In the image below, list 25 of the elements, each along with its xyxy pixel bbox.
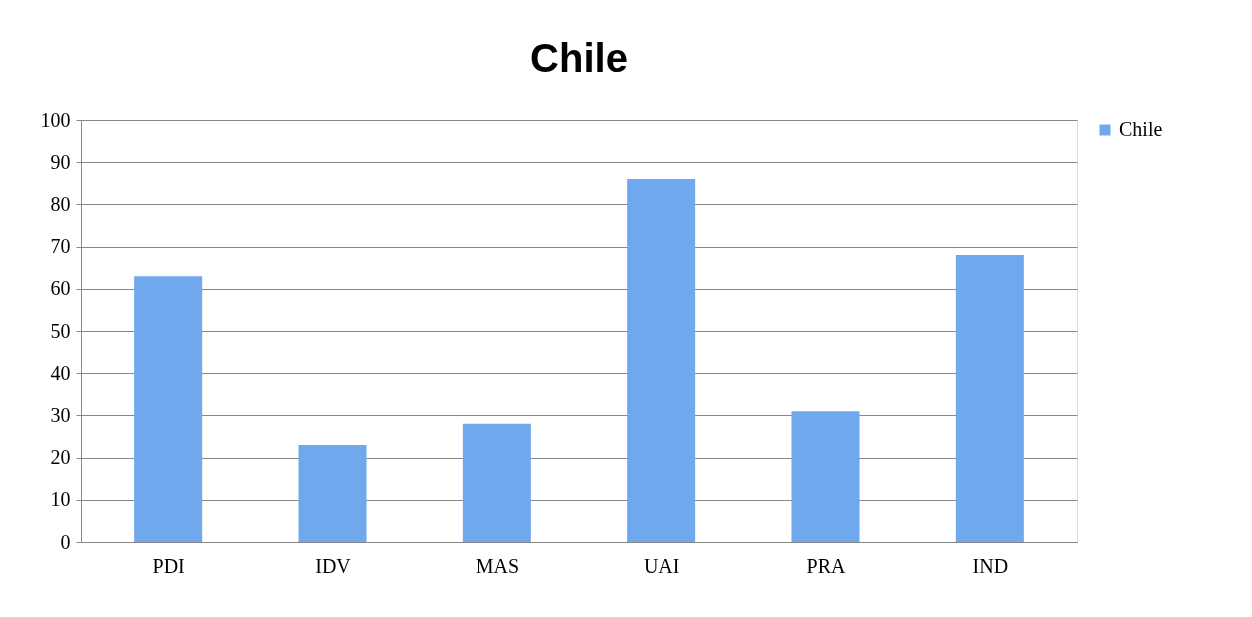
bar [298,444,367,542]
x-tick-label: UAI [643,554,680,577]
bar [134,276,203,542]
y-tick-label: 50 [50,319,71,342]
x-tick-label: PRA [806,554,847,577]
bar [627,179,696,542]
y-tick-label: 20 [50,446,71,469]
x-tick-label: IDV [315,554,352,577]
y-tick-label: 0 [60,530,71,553]
chart-title: Chile [530,36,628,80]
y-tick-label: 90 [50,150,71,173]
bar [462,423,531,542]
x-tick-label: MAS [475,554,520,577]
y-tick-label: 30 [50,403,71,426]
bar [791,411,860,542]
y-tick-label: 70 [50,235,71,258]
y-tick-label: 10 [50,488,71,511]
bar [955,255,1024,542]
y-tick-label: 40 [50,361,71,384]
x-tick-label: PDI [152,554,185,577]
y-tick-label: 80 [50,192,71,215]
legend-label: Chile [1119,118,1163,140]
x-tick-label: IND [972,554,1009,577]
y-tick-label: 100 [40,108,71,131]
y-tick-label: 60 [50,277,71,300]
